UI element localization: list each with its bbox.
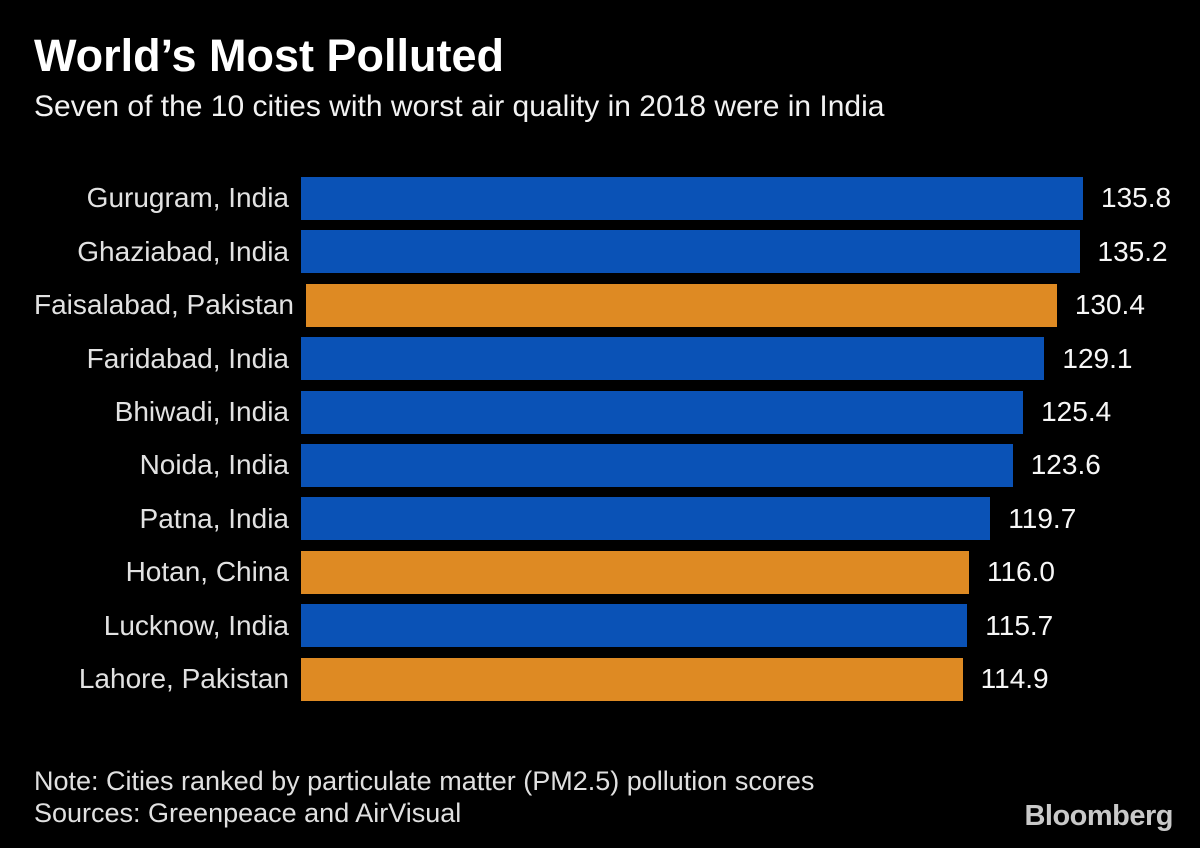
bar-track: 123.6	[301, 443, 1101, 487]
bar-row: Lucknow, India 115.7	[34, 599, 1166, 652]
bar-track: 129.1	[301, 337, 1132, 381]
value-label: 115.7	[985, 609, 1054, 641]
bar-track: 135.2	[301, 230, 1168, 274]
footnote: Note: Cities ranked by particulate matte…	[34, 766, 1166, 830]
bar-track: 135.8	[301, 176, 1171, 220]
bar-track: 130.4	[305, 283, 1145, 327]
bar-track: 119.7	[301, 497, 1083, 541]
category-label: Hotan, China	[125, 556, 289, 588]
bar-track: 116.0	[301, 550, 1083, 594]
category-label: Faisalabad, Pakistan	[34, 289, 294, 321]
bar-track: 114.9	[301, 657, 1083, 701]
note-text: Note: Cities ranked by particulate matte…	[34, 765, 815, 796]
value-label: 135.2	[1097, 235, 1168, 267]
category-label: Faridabad, India	[86, 342, 289, 374]
category-label: Ghaziabad, India	[77, 235, 289, 267]
page-title: World’s Most Polluted	[34, 30, 504, 81]
category-label: Patna, India	[139, 502, 289, 534]
value-label: 130.4	[1074, 289, 1145, 321]
bar	[301, 176, 1083, 220]
bar	[301, 390, 1024, 434]
page-subtitle: Seven of the 10 cities with worst air qu…	[34, 90, 885, 124]
bar-chart: Gurugram, India 135.8 Ghaziabad, India 1…	[34, 172, 1171, 706]
value-label: 119.7	[1008, 502, 1077, 534]
category-label: Lahore, Pakistan	[78, 663, 289, 694]
bar-row: Gurugram, India 135.8	[34, 172, 1171, 225]
value-label: 129.1	[1062, 342, 1133, 374]
bar	[301, 497, 991, 541]
category-label: Lucknow, India	[103, 609, 289, 641]
category-label: Bhiwadi, India	[114, 396, 289, 428]
bar-row: Bhiwadi, India 125.4	[34, 385, 1166, 438]
bar-track: 125.4	[301, 390, 1111, 434]
bar-row: Lahore, Pakistan 114.9	[34, 652, 1166, 705]
bar-row: Faridabad, India 129.1	[34, 332, 1166, 385]
bar	[305, 283, 1057, 327]
bar	[301, 230, 1080, 274]
category-label: Gurugram, India	[86, 182, 289, 214]
bar-track: 115.7	[301, 604, 1083, 648]
bar-row: Faisalabad, Pakistan 130.4	[34, 279, 1166, 332]
bloomberg-logo: Bloomberg	[1024, 800, 1173, 832]
bar	[301, 657, 963, 701]
value-label: 114.9	[980, 663, 1049, 694]
bar	[301, 443, 1013, 487]
bar	[301, 550, 969, 594]
value-label: 125.4	[1041, 396, 1112, 428]
bar	[301, 337, 1045, 381]
value-label: 135.8	[1101, 182, 1172, 214]
category-label: Noida, India	[139, 449, 289, 481]
bar-row: Hotan, China 116.0	[34, 546, 1166, 599]
bar-row: Ghaziabad, India 135.2	[34, 225, 1168, 278]
bar-row: Noida, India 123.6	[34, 439, 1166, 492]
sources-text: Sources: Greenpeace and AirVisual	[34, 797, 462, 828]
bar	[301, 604, 968, 648]
bar-row: Patna, India 119.7	[34, 492, 1166, 545]
value-label: 123.6	[1030, 449, 1101, 481]
value-label: 116.0	[986, 556, 1055, 588]
